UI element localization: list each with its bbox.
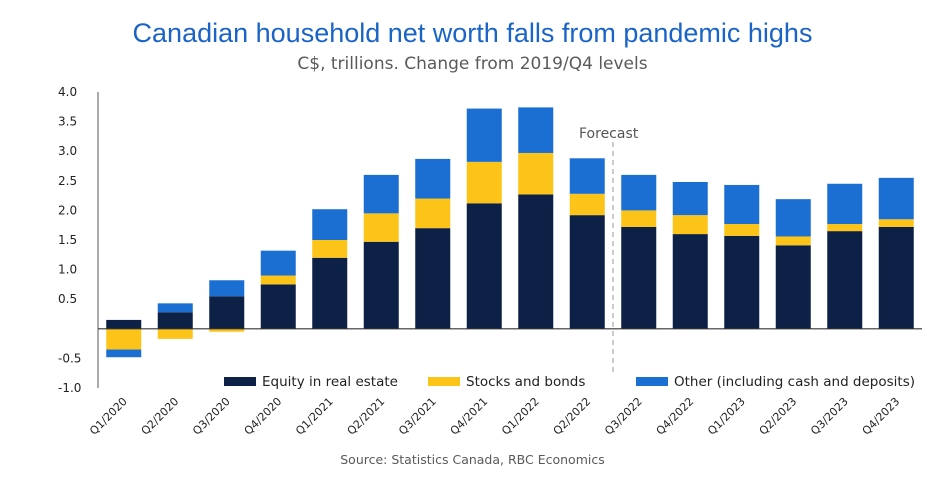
x-tick-label: Q1/2021 bbox=[293, 395, 336, 438]
bar-Q2-2021-series-2 bbox=[363, 174, 399, 214]
bar-Q4-2023-series-1 bbox=[878, 219, 914, 227]
chart-subtitle: C$, trillions. Change from 2019/Q4 level… bbox=[297, 54, 648, 74]
bar-Q1-2023-series-0 bbox=[724, 235, 760, 329]
bars-layer bbox=[106, 107, 914, 358]
bar-Q3-2021-series-2 bbox=[415, 158, 451, 199]
bar-Q1-2023-series-1 bbox=[724, 224, 760, 236]
bar-Q2-2020-series-0 bbox=[157, 312, 193, 329]
y-tick-label: -1.0 bbox=[58, 381, 81, 395]
bar-Q4-2021-series-2 bbox=[466, 108, 502, 162]
bar-Q4-2022-series-1 bbox=[672, 215, 708, 235]
y-tick-label: 2.0 bbox=[58, 203, 77, 217]
x-tick-label: Q1/2020 bbox=[87, 395, 130, 438]
bar-Q2-2020-series-2 bbox=[157, 303, 193, 313]
bar-Q1-2022-series-1 bbox=[518, 152, 554, 195]
x-tick-label: Q3/2022 bbox=[602, 395, 645, 438]
x-tick-label: Q4/2023 bbox=[860, 395, 903, 438]
bar-Q2-2022-series-2 bbox=[569, 158, 605, 194]
legend-label: Stocks and bonds bbox=[466, 374, 585, 390]
y-tick-label: 1.0 bbox=[58, 263, 77, 277]
bar-Q1-2021-series-1 bbox=[312, 240, 348, 258]
chart-source: Source: Statistics Canada, RBC Economics bbox=[340, 452, 605, 467]
bar-Q4-2021-series-0 bbox=[466, 203, 502, 329]
bar-Q1-2020-series-1 bbox=[106, 328, 142, 350]
bar-Q3-2021-series-0 bbox=[415, 228, 451, 329]
y-tick-label: 4.0 bbox=[58, 85, 77, 99]
bar-Q3-2020-series-1 bbox=[209, 328, 245, 332]
y-tick-label: 3.5 bbox=[58, 115, 77, 129]
bar-Q3-2020-series-0 bbox=[209, 296, 245, 329]
bar-Q4-2020-series-2 bbox=[260, 250, 296, 276]
x-tick-label: Q1/2022 bbox=[499, 395, 542, 438]
bar-Q3-2021-series-1 bbox=[415, 198, 451, 229]
forecast-label: Forecast bbox=[579, 126, 639, 142]
x-tick-label: Q4/2022 bbox=[654, 395, 697, 438]
y-tick-label: -0.5 bbox=[58, 351, 81, 365]
x-tick-label: Q2/2021 bbox=[345, 395, 388, 438]
bar-Q3-2023-series-2 bbox=[827, 183, 863, 225]
x-tick-label: Q2/2022 bbox=[551, 395, 594, 438]
bar-Q2-2023-series-2 bbox=[775, 199, 811, 237]
bar-Q2-2021-series-0 bbox=[363, 241, 399, 329]
bar-Q4-2022-series-2 bbox=[672, 181, 708, 216]
bar-Q4-2023-series-0 bbox=[878, 226, 914, 329]
bar-Q3-2022-series-1 bbox=[621, 210, 657, 227]
bar-Q4-2021-series-1 bbox=[466, 161, 502, 204]
y-tick-label: 0.5 bbox=[58, 292, 77, 306]
y-tick-label: 2.5 bbox=[58, 174, 77, 188]
legend-label: Equity in real estate bbox=[262, 374, 398, 390]
bar-Q1-2020-series-0 bbox=[106, 319, 142, 329]
bar-Q2-2022-series-0 bbox=[569, 215, 605, 329]
x-tick-label: Q1/2023 bbox=[705, 395, 748, 438]
bar-Q3-2020-series-2 bbox=[209, 280, 245, 297]
bar-Q3-2023-series-0 bbox=[827, 231, 863, 329]
bar-Q1-2020-series-2 bbox=[106, 349, 142, 358]
bar-Q1-2022-series-2 bbox=[518, 107, 554, 153]
bar-Q1-2021-series-0 bbox=[312, 257, 348, 329]
x-tick-label: Q3/2021 bbox=[396, 395, 439, 438]
bar-Q2-2023-series-1 bbox=[775, 236, 811, 246]
bar-Q1-2023-series-2 bbox=[724, 184, 760, 225]
legend-swatch bbox=[636, 377, 668, 386]
legend-label: Other (including cash and deposits) bbox=[674, 374, 915, 390]
bar-Q4-2020-series-0 bbox=[260, 284, 296, 329]
y-tick-label: 1.5 bbox=[58, 233, 77, 247]
bar-Q2-2023-series-0 bbox=[775, 245, 811, 329]
bar-Q1-2021-series-2 bbox=[312, 209, 348, 240]
bar-Q1-2022-series-0 bbox=[518, 194, 554, 329]
bar-Q4-2022-series-0 bbox=[672, 234, 708, 329]
bar-Q3-2022-series-2 bbox=[621, 174, 657, 211]
legend: Equity in real estate Stocks and bonds Oth… bbox=[224, 374, 915, 390]
bar-Q2-2022-series-1 bbox=[569, 193, 605, 216]
x-tick-label: Q2/2023 bbox=[757, 395, 800, 438]
chart-title: Canadian household net worth falls from … bbox=[132, 18, 813, 48]
x-tick-label: Q2/2020 bbox=[139, 395, 182, 438]
bar-Q3-2022-series-0 bbox=[621, 226, 657, 329]
bar-Q2-2020-series-1 bbox=[157, 328, 193, 339]
x-tick-label: Q3/2020 bbox=[190, 395, 233, 438]
bar-Q4-2020-series-1 bbox=[260, 275, 296, 285]
legend-swatch bbox=[428, 377, 460, 386]
x-tick-label: Q3/2023 bbox=[808, 395, 851, 438]
y-tick-label: 3.0 bbox=[58, 144, 77, 158]
x-tick-label: Q4/2020 bbox=[242, 395, 285, 438]
bar-Q3-2023-series-1 bbox=[827, 224, 863, 232]
legend-swatch bbox=[224, 377, 256, 386]
bar-Q2-2021-series-1 bbox=[363, 213, 399, 242]
bar-Q4-2023-series-2 bbox=[878, 177, 914, 220]
x-tick-label: Q4/2021 bbox=[448, 395, 491, 438]
